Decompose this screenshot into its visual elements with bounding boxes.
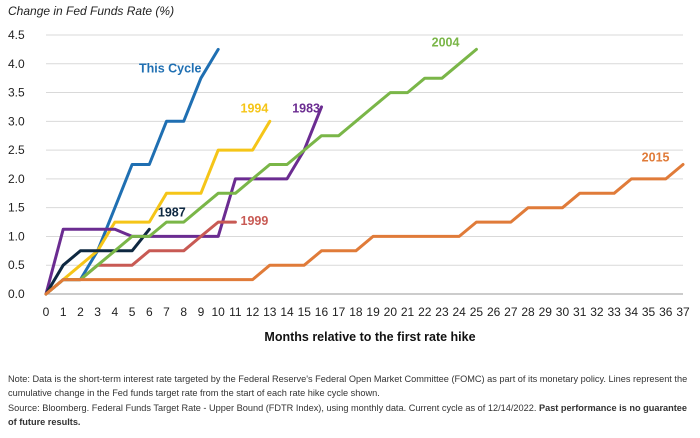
footnotes: Note: Data is the short-term interest ra… [8,373,692,431]
x-tick-label: 10 [211,305,225,319]
x-tick-label: 35 [642,305,656,319]
series-line-1987 [44,227,151,296]
x-tick-label: 18 [349,305,363,319]
series-labels: This Cycle 1994 1983 1987 1999 2004 2015 [139,36,670,228]
y-tick-label: 1.5 [8,201,25,215]
series-label-1983: 1983 [292,102,320,116]
x-tick-label: 19 [366,305,380,319]
x-tick-label: 4 [112,305,119,319]
chart-title: Change in Fed Funds Rate (%) [8,4,175,18]
x-tick-label: 31 [573,305,587,319]
note-text: Note: Data is the short-term interest ra… [8,374,688,398]
x-tick-label: 9 [198,305,205,319]
x-tick-label: 34 [625,305,639,319]
y-tick-label: 2.0 [8,172,25,186]
series-lines [44,47,685,296]
series-label-1994: 1994 [241,102,269,116]
x-tick-label: 23 [435,305,449,319]
x-tick-label: 15 [298,305,312,319]
gridlines [46,34,683,295]
y-tick-label: 4.5 [8,28,25,42]
series-label-2004: 2004 [432,36,460,50]
x-tick-label: 24 [453,305,467,319]
y-axis-ticks: 0.0 0.5 1.0 1.5 2.0 2.5 3.0 3.5 4.0 4.5 [8,28,25,301]
x-tick-label: 29 [539,305,553,319]
x-tick-label: 37 [676,305,690,319]
x-tick-label: 20 [384,305,398,319]
series-label-1999: 1999 [241,214,269,228]
x-tick-label: 27 [504,305,518,319]
series-label-this-cycle: This Cycle [139,61,202,75]
x-tick-label: 3 [94,305,101,319]
x-tick-label: 6 [146,305,153,319]
x-tick-label: 7 [163,305,170,319]
series-line-2004 [44,47,478,296]
x-tick-label: 5 [129,305,136,319]
x-tick-label: 0 [43,305,50,319]
series-line-2015 [44,163,685,296]
x-axis-ticks: 0 1 2 3 4 5 6 7 8 9 10 11 12 13 14 15 16 17 18 19 20 21 22 23 24… [43,305,690,319]
x-tick-label: 11 [229,305,242,319]
x-tick-label: 2 [77,305,84,319]
disclaimer-text: Past performance is no guarantee of futu… [8,403,688,427]
x-tick-label: 14 [280,305,294,319]
series-line-1994 [44,119,272,296]
x-tick-label: 17 [332,305,346,319]
x-tick-label: 16 [315,305,329,319]
source-line: Source: Bloomberg. Federal Funds Target … [8,403,537,413]
x-tick-label: 21 [401,305,415,319]
y-tick-label: 4.0 [8,57,25,71]
x-axis-label: Months relative to the first rate hike [264,330,476,344]
y-tick-label: 0.5 [8,258,25,272]
y-tick-label: 1.0 [8,229,25,243]
y-tick-label: 2.5 [8,143,25,157]
x-tick-label: 26 [487,305,501,319]
x-tick-label: 36 [659,305,673,319]
x-tick-label: 22 [418,305,432,319]
y-tick-label: 3.5 [8,86,25,100]
x-tick-label: 33 [607,305,621,319]
x-tick-label: 8 [180,305,187,319]
series-label-2015: 2015 [642,151,670,165]
x-tick-label: 13 [263,305,277,319]
x-tick-label: 30 [556,305,570,319]
x-tick-label: 25 [470,305,484,319]
x-tick-label: 12 [246,305,260,319]
y-tick-label: 3.0 [8,114,25,128]
series-line-1983 [44,105,323,296]
x-tick-label: 28 [521,305,535,319]
source-text: Source: Bloomberg. Federal Funds Target … [8,402,692,429]
x-tick-label: 32 [590,305,604,319]
series-label-1987: 1987 [158,205,186,219]
x-tick-label: 1 [60,305,67,319]
y-tick-label: 0.0 [8,287,25,301]
series-line-1999 [44,220,237,296]
